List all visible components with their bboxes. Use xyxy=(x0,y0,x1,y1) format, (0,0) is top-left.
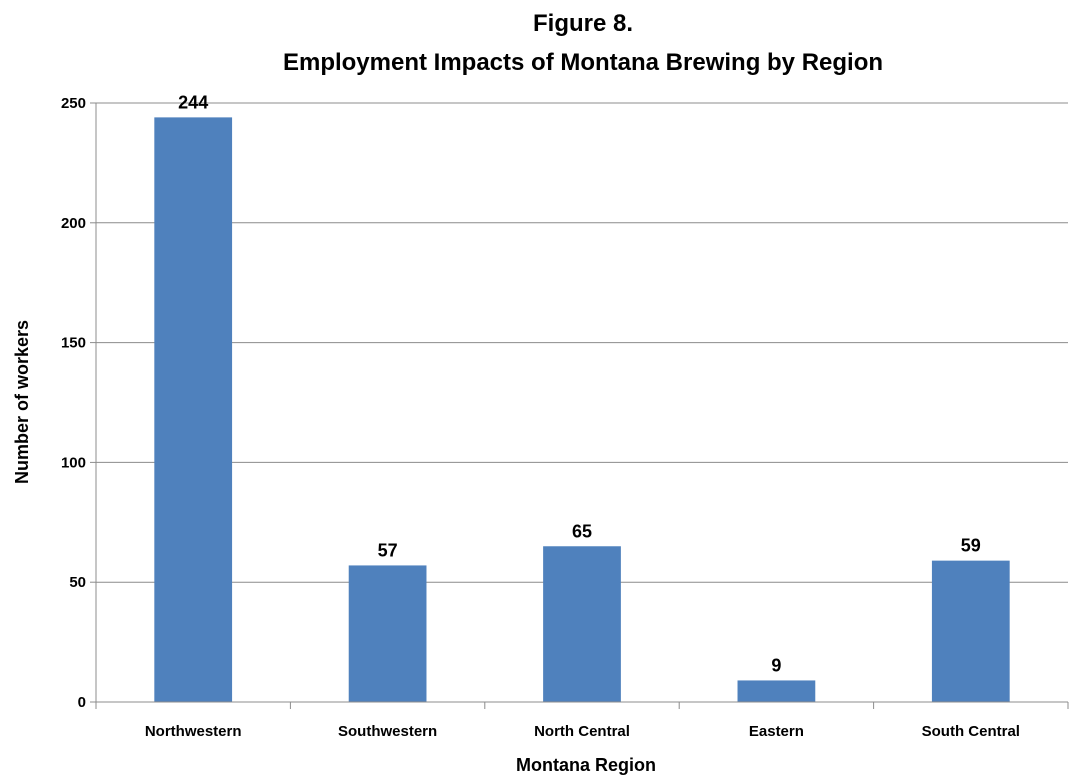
y-axis-title: Number of workers xyxy=(12,320,32,484)
data-label-eastern: 9 xyxy=(771,655,781,675)
y-tick-label-200: 200 xyxy=(61,215,86,232)
y-axis-ticks: 0 50 100 150 200 250 xyxy=(61,95,96,711)
bar-north-central xyxy=(543,546,621,702)
data-label-north-central: 65 xyxy=(572,521,592,541)
axes xyxy=(95,103,1068,703)
x-axis-ticks: Northwestern Southwestern North Central Eas… xyxy=(95,702,1069,740)
bar-eastern xyxy=(737,680,816,702)
chart-title-line2: Employment Impacts of Montana Brewing by… xyxy=(283,49,883,76)
data-labels: 244 57 65 9 59 xyxy=(178,92,981,675)
y-tick-label-100: 100 xyxy=(61,454,86,471)
y-tick-label-50: 50 xyxy=(69,574,86,591)
data-label-northwestern: 244 xyxy=(178,92,208,112)
data-label-southwestern: 57 xyxy=(378,540,398,560)
y-tick-label-150: 150 xyxy=(61,335,86,352)
x-tick-label-southwestern: Southwestern xyxy=(338,723,437,740)
gridlines xyxy=(96,102,1068,583)
x-tick-label-northwestern: Northwestern xyxy=(145,723,242,740)
bar-southwestern xyxy=(348,565,427,702)
bars xyxy=(154,117,1010,703)
y-tick-label-250: 250 xyxy=(61,95,86,112)
x-tick-label-north-central: North Central xyxy=(534,723,630,740)
y-tick-label-0: 0 xyxy=(78,694,86,711)
bar-northwestern xyxy=(154,117,233,703)
x-tick-label-south-central: South Central xyxy=(922,723,1020,740)
x-tick-label-eastern: Eastern xyxy=(749,723,804,740)
x-axis-title: Montana Region xyxy=(516,755,656,775)
bar-south-central xyxy=(931,560,1010,702)
chart-title-line1: Figure 8. xyxy=(533,10,633,37)
data-label-south-central: 59 xyxy=(961,536,981,556)
